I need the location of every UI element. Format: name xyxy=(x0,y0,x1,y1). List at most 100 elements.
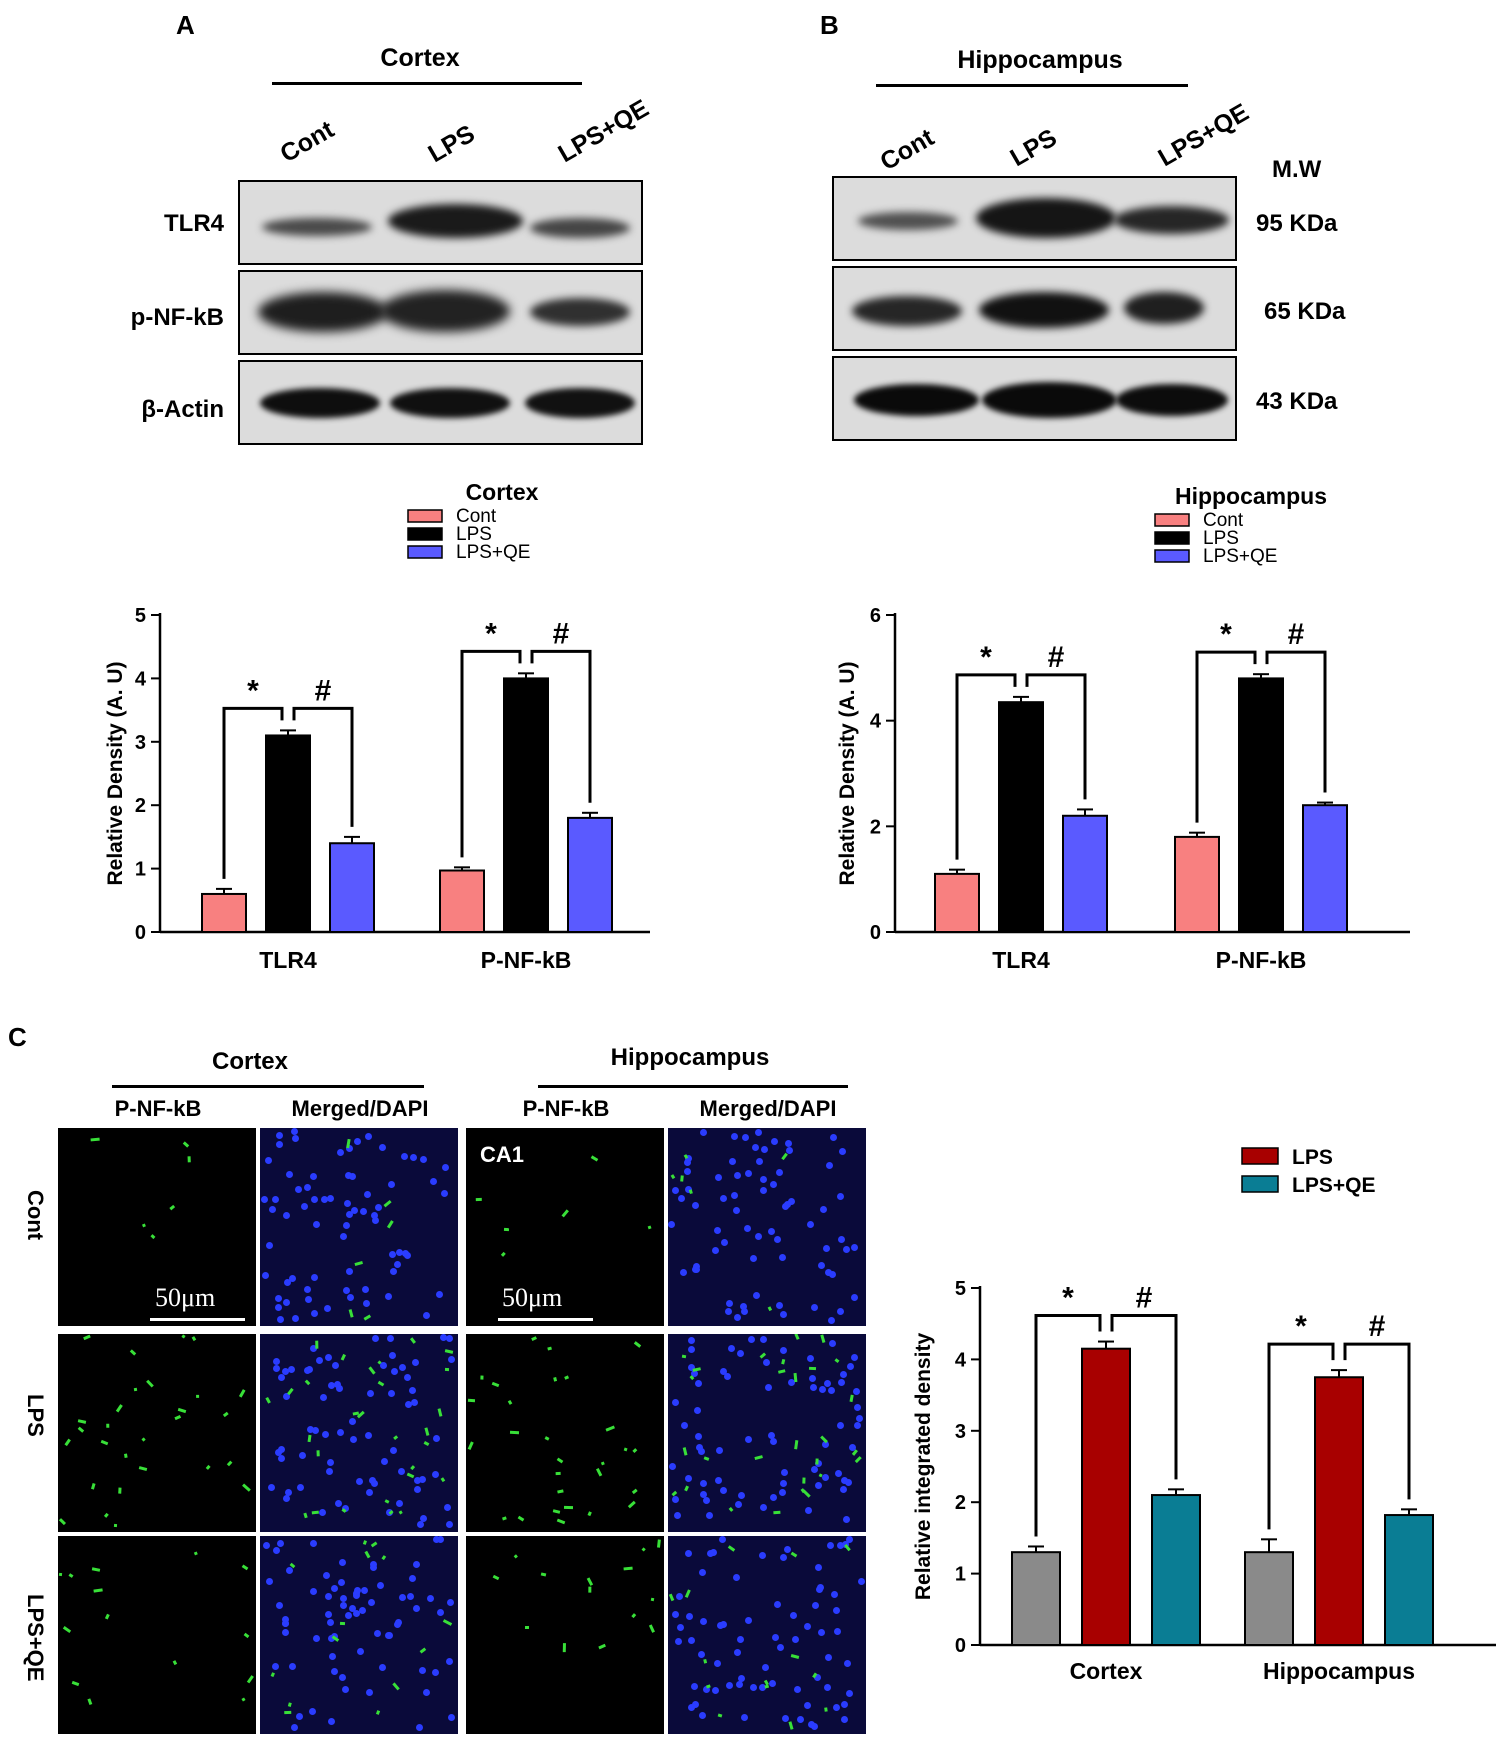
nucleus-dot xyxy=(720,1239,728,1247)
nucleus-dot xyxy=(436,1291,444,1299)
nucleus-dot xyxy=(362,1285,370,1293)
nucleus-dot xyxy=(327,1459,335,1467)
signal-speck xyxy=(71,1681,80,1687)
nucleus-dot xyxy=(303,1285,311,1293)
signal-speck xyxy=(78,1426,85,1433)
signal-speck xyxy=(647,1225,652,1230)
band xyxy=(852,296,962,326)
nucleus-dot xyxy=(773,1235,781,1243)
nucleus-dot xyxy=(731,1191,739,1199)
scale-label: 50μm xyxy=(155,1283,216,1312)
nucleus-dot xyxy=(744,1224,752,1232)
nucleus-dot xyxy=(807,1720,815,1728)
signal-speck xyxy=(58,1517,66,1525)
signal-speck xyxy=(587,1511,593,1517)
nucleus-dot xyxy=(841,1715,849,1723)
nucleus-dot xyxy=(300,1202,308,1210)
signal-speck xyxy=(341,1508,347,1513)
nucleus-dot xyxy=(353,1137,361,1145)
nucleus-dot xyxy=(833,1703,841,1711)
y-tick-label: 4 xyxy=(135,668,147,690)
nucleus-dot xyxy=(315,1357,323,1365)
nucleus-dot xyxy=(310,1172,318,1180)
signal-speck xyxy=(670,1173,675,1179)
micrograph-tile xyxy=(58,1128,256,1326)
nucleus-dot xyxy=(695,1380,703,1388)
nucleus-dot xyxy=(759,1186,767,1194)
signal-speck xyxy=(444,1348,453,1354)
signal-speck xyxy=(241,1564,249,1571)
band xyxy=(258,292,388,332)
y-tick-label: 0 xyxy=(955,1635,966,1657)
y-tick-label: 1 xyxy=(135,859,146,881)
nucleus-dot xyxy=(366,1390,374,1398)
signal-speck xyxy=(541,1572,548,1577)
nucleus-dot xyxy=(780,1479,788,1487)
nucleus-dot xyxy=(671,1610,679,1618)
nucleus-dot xyxy=(343,1199,351,1207)
nucleus-dot xyxy=(770,1137,778,1145)
blot-b-lane-lps: LPS xyxy=(1005,123,1062,173)
blot-a-row-tlr4: TLR4 xyxy=(164,210,224,237)
nucleus-dot xyxy=(781,1714,789,1722)
nucleus-dot xyxy=(328,1381,336,1389)
nucleus-dot xyxy=(345,1145,353,1153)
nucleus-dot xyxy=(845,1479,853,1486)
nucleus-dot xyxy=(699,1618,707,1626)
legend-label: Cont xyxy=(1292,1140,1340,1141)
nucleus-dot xyxy=(684,1158,692,1166)
signal-speck xyxy=(62,1625,72,1633)
nucleus-dot xyxy=(282,1368,290,1376)
signal-speck xyxy=(491,1381,500,1388)
nucleus-dot xyxy=(272,1662,280,1670)
nucleus-dot xyxy=(783,1201,791,1208)
blot-a-row-pnfkb: p-NF-kB xyxy=(130,304,224,331)
signal-speck xyxy=(265,1397,271,1405)
nucleus-dot xyxy=(394,1260,402,1268)
nucleus-dot xyxy=(714,1659,722,1667)
nucleus-dot xyxy=(834,1627,842,1635)
nucleus-dot xyxy=(770,1438,778,1446)
signal-speck xyxy=(375,1710,381,1716)
signal-speck xyxy=(371,1541,378,1548)
nucleus-dot xyxy=(446,1658,454,1666)
if-hippo-title: Hippocampus xyxy=(610,1044,770,1071)
signal-speck xyxy=(703,1659,708,1665)
nucleus-dot xyxy=(261,1196,269,1204)
nucleus-dot xyxy=(396,1249,404,1257)
nucleus-dot xyxy=(760,1175,768,1183)
nucleus-dot xyxy=(427,1594,435,1602)
band xyxy=(976,198,1116,238)
nucleus-dot xyxy=(714,1477,722,1485)
significance-bracket xyxy=(530,649,592,803)
signal-speck xyxy=(130,1349,137,1356)
nucleus-dot xyxy=(292,1135,300,1143)
nucleus-dot xyxy=(406,1593,414,1601)
nucleus-dot xyxy=(737,1491,745,1499)
nucleus-dot xyxy=(677,1194,685,1202)
x-tick-label: P-NF-kB xyxy=(481,947,572,973)
bar xyxy=(265,734,311,933)
legend-swatch xyxy=(1154,531,1190,545)
nucleus-dot xyxy=(796,1715,804,1723)
signal-speck xyxy=(91,1483,96,1491)
nucleus-dot xyxy=(829,1270,837,1278)
nucleus-dot xyxy=(264,1157,272,1165)
signal-speck xyxy=(503,1228,509,1232)
legend-title: Cortex xyxy=(466,479,539,505)
nucleus-dot xyxy=(420,1155,428,1163)
signal-speck xyxy=(241,1483,251,1492)
nucleus-dot xyxy=(684,1154,692,1162)
nucleus-dot xyxy=(355,1478,363,1486)
nucleus-dot xyxy=(685,1475,693,1483)
nucleus-dot xyxy=(282,1494,290,1502)
blot-a-title: Cortex xyxy=(380,44,460,72)
signal-speck xyxy=(834,1357,840,1363)
ca1-label: CA1 xyxy=(480,1142,525,1167)
legend-swatch xyxy=(407,545,443,559)
nucleus-dot xyxy=(739,1303,747,1311)
nucleus-dot xyxy=(738,1675,746,1683)
y-tick-label: 1 xyxy=(955,1564,966,1586)
nucleus-dot xyxy=(371,1217,379,1225)
